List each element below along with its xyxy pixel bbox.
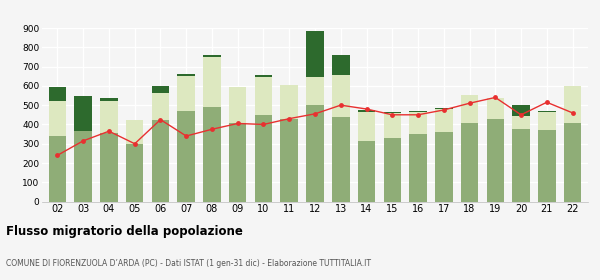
Bar xyxy=(538,130,556,202)
Bar xyxy=(487,119,504,202)
Bar xyxy=(512,105,530,116)
Bar xyxy=(126,120,143,144)
Bar xyxy=(152,86,169,93)
Bar xyxy=(564,86,581,123)
Bar xyxy=(358,112,375,141)
Bar xyxy=(255,115,272,202)
Bar xyxy=(255,75,272,77)
Bar xyxy=(126,144,143,202)
Bar xyxy=(255,77,272,115)
Bar xyxy=(538,111,556,112)
Bar xyxy=(280,85,298,119)
Bar xyxy=(332,75,350,117)
Bar xyxy=(100,101,118,133)
Bar xyxy=(358,141,375,202)
Bar xyxy=(461,95,478,123)
Bar xyxy=(100,133,118,202)
Bar xyxy=(435,132,452,202)
Bar xyxy=(152,120,169,202)
Bar xyxy=(383,113,401,138)
Bar xyxy=(229,123,247,202)
Bar xyxy=(306,105,324,202)
Bar xyxy=(306,31,324,77)
Bar xyxy=(280,119,298,202)
Bar xyxy=(512,116,530,129)
Bar xyxy=(49,101,66,136)
Bar xyxy=(49,136,66,202)
Bar xyxy=(178,111,195,202)
Bar xyxy=(74,95,92,131)
Bar xyxy=(409,134,427,202)
Bar xyxy=(152,93,169,120)
Bar xyxy=(435,109,452,132)
Bar xyxy=(383,138,401,202)
Bar xyxy=(74,131,92,202)
Text: COMUNE DI FIORENZUOLA D’ARDA (PC) - Dati ISTAT (1 gen-31 dic) - Elaborazione TUT: COMUNE DI FIORENZUOLA D’ARDA (PC) - Dati… xyxy=(6,259,371,268)
Bar xyxy=(383,112,401,113)
Bar xyxy=(203,55,221,57)
Text: Flusso migratorio della popolazione: Flusso migratorio della popolazione xyxy=(6,225,243,238)
Bar xyxy=(332,55,350,75)
Bar xyxy=(203,57,221,107)
Bar xyxy=(487,98,504,119)
Bar xyxy=(178,74,195,76)
Bar xyxy=(332,117,350,202)
Bar xyxy=(409,111,427,112)
Bar xyxy=(49,87,66,101)
Bar xyxy=(229,87,247,123)
Bar xyxy=(306,77,324,105)
Bar xyxy=(512,129,530,202)
Bar xyxy=(409,112,427,134)
Bar xyxy=(358,110,375,112)
Bar xyxy=(435,108,452,109)
Legend: Iscritti (da altri comuni), Iscritti (dall'estero), Iscritti (altri), Cancellati: Iscritti (da altri comuni), Iscritti (da… xyxy=(114,0,516,3)
Bar xyxy=(564,123,581,202)
Bar xyxy=(178,76,195,111)
Bar xyxy=(538,112,556,130)
Bar xyxy=(461,123,478,202)
Bar xyxy=(203,107,221,202)
Bar xyxy=(100,98,118,101)
